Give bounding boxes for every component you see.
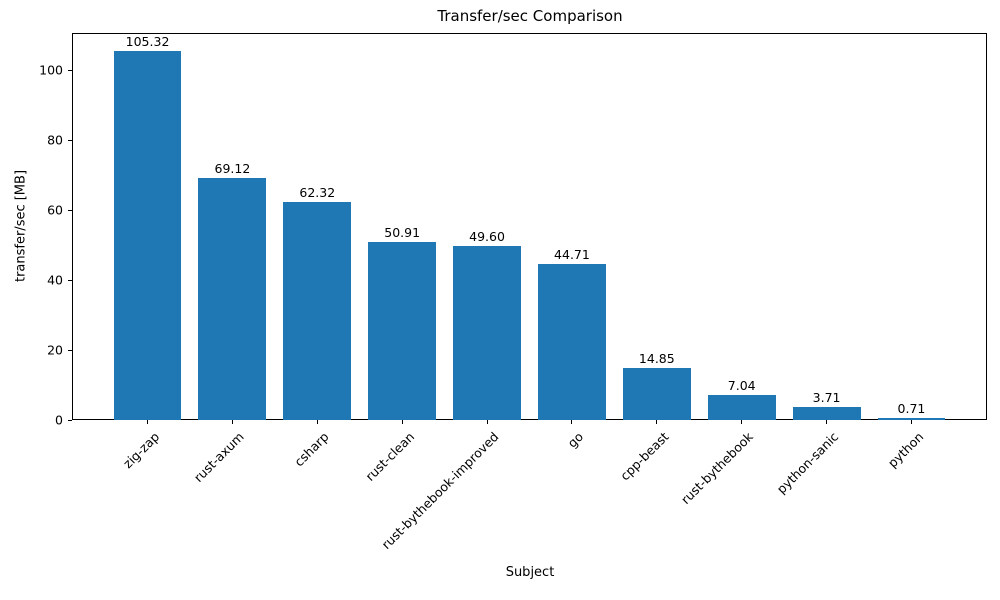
bar bbox=[622, 368, 691, 420]
y-tick bbox=[68, 279, 72, 281]
y-tick bbox=[68, 349, 72, 351]
bar bbox=[537, 263, 606, 420]
y-tick-label: 20 bbox=[47, 342, 63, 358]
bar-value-label: 7.04 bbox=[727, 378, 756, 394]
y-tick bbox=[68, 69, 72, 71]
bar-value-label: 0.71 bbox=[897, 400, 926, 416]
bar bbox=[198, 178, 267, 420]
bar-value-label: 44.71 bbox=[554, 246, 590, 262]
x-tick bbox=[147, 420, 149, 424]
bar bbox=[707, 395, 776, 420]
x-tick bbox=[316, 420, 318, 424]
x-tick-label: rust-clean bbox=[361, 429, 417, 484]
y-tick-label: 60 bbox=[47, 202, 63, 218]
y-tick bbox=[68, 419, 72, 421]
y-tick-label: 80 bbox=[47, 132, 63, 148]
x-axis-label: Subject bbox=[505, 565, 555, 580]
y-tick-label: 0 bbox=[55, 412, 63, 428]
x-tick-label: rust-axum bbox=[191, 429, 248, 485]
y-axis-label: transfer/sec [MB] bbox=[13, 169, 29, 283]
chart-title: Transfer/sec Comparison bbox=[437, 7, 623, 25]
y-tick-label: 40 bbox=[47, 272, 63, 288]
x-tick-label: csharp bbox=[291, 429, 332, 470]
bar-value-label: 62.32 bbox=[299, 184, 336, 200]
x-tick bbox=[741, 420, 743, 424]
x-tick bbox=[571, 420, 573, 424]
y-tick-label: 100 bbox=[39, 62, 63, 78]
x-tick bbox=[656, 420, 658, 424]
bar-value-label: 3.71 bbox=[812, 390, 841, 406]
bar-value-label: 69.12 bbox=[214, 161, 251, 177]
x-tick-label: python-sanic bbox=[773, 429, 842, 497]
x-tick-label: cpp-beast bbox=[617, 429, 672, 484]
bar-value-label: 49.60 bbox=[469, 229, 505, 245]
x-tick-label: python bbox=[884, 429, 927, 471]
bar bbox=[113, 51, 182, 420]
bar-value-label: 14.85 bbox=[638, 351, 675, 367]
bar bbox=[877, 417, 946, 420]
x-tick bbox=[826, 420, 828, 424]
x-tick-label: rust-bythebook bbox=[678, 429, 757, 508]
x-tick bbox=[231, 420, 233, 424]
bar bbox=[453, 246, 521, 420]
x-tick bbox=[910, 420, 912, 424]
bar-value-label: 50.91 bbox=[384, 224, 421, 240]
bar bbox=[368, 241, 437, 420]
bar bbox=[792, 407, 861, 420]
bar bbox=[283, 201, 352, 420]
x-tick bbox=[401, 420, 403, 424]
y-tick bbox=[68, 139, 72, 141]
bar-value-label: 105.32 bbox=[125, 34, 170, 50]
x-tick-label: zig-zap bbox=[119, 429, 163, 472]
y-tick bbox=[68, 209, 72, 211]
x-tick-label: go bbox=[564, 429, 587, 451]
x-tick bbox=[486, 420, 488, 424]
